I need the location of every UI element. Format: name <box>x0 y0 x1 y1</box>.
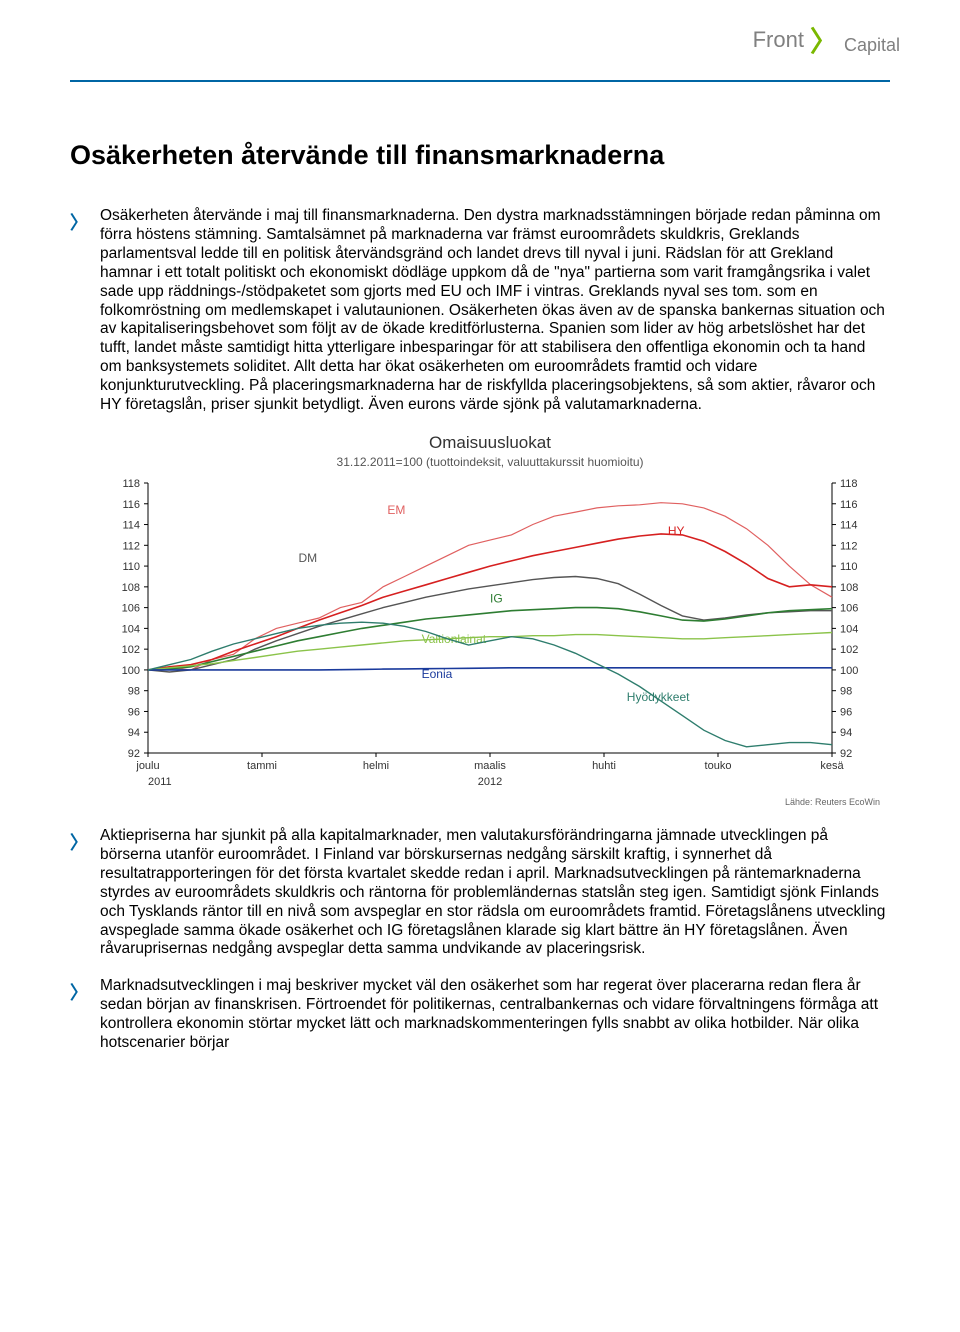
svg-text:kesä: kesä <box>820 760 844 772</box>
svg-text:116: 116 <box>122 499 140 511</box>
page-content: Osäkerheten återvände till finansmarknad… <box>70 140 890 1071</box>
svg-text:92: 92 <box>840 748 852 760</box>
paragraph-1: Osäkerheten återvände i maj till finansm… <box>100 207 890 415</box>
svg-text:huhti: huhti <box>592 760 616 772</box>
logo-arrow-icon: 〉 <box>810 20 838 60</box>
svg-text:helmi: helmi <box>363 760 389 772</box>
svg-text:100: 100 <box>840 665 858 677</box>
svg-text:106: 106 <box>840 603 858 615</box>
line-chart: 92 92 94 94 96 96 98 98 100 100 102 102 104 104 106 106… <box>100 475 880 795</box>
svg-text:Hyödykkeet: Hyödykkeet <box>627 690 690 704</box>
chart-subtitle: 31.12.2011=100 (tuottoindeksit, valuutta… <box>100 455 880 469</box>
svg-text:110: 110 <box>122 561 140 573</box>
svg-text:maalis: maalis <box>474 760 506 772</box>
svg-text:94: 94 <box>840 727 852 739</box>
logo-text-capital: Capital <box>844 35 900 56</box>
svg-text:104: 104 <box>840 623 858 635</box>
chart-source: Lähde: Reuters EcoWin <box>100 797 880 807</box>
svg-text:112: 112 <box>840 540 858 552</box>
svg-text:2011: 2011 <box>148 776 172 788</box>
svg-text:112: 112 <box>122 540 140 552</box>
svg-text:tammi: tammi <box>247 760 277 772</box>
svg-text:IG: IG <box>490 591 503 605</box>
svg-text:118: 118 <box>840 478 858 490</box>
bullet-3: Marknadsutvecklingen i maj beskriver myc… <box>70 977 890 1053</box>
svg-text:touko: touko <box>705 760 732 772</box>
svg-text:EM: EM <box>387 503 405 517</box>
chart-svg: 92 92 94 94 96 96 98 98 100 100 102 102 104 104 106 106… <box>100 475 880 795</box>
page-title: Osäkerheten återvände till finansmarknad… <box>70 140 890 171</box>
svg-text:116: 116 <box>840 499 858 511</box>
svg-text:96: 96 <box>128 706 140 718</box>
chart-title: Omaisuusluokat <box>100 433 880 453</box>
header-rule <box>70 80 890 82</box>
svg-text:94: 94 <box>128 727 140 739</box>
paragraph-2: Aktiepriserna har sjunkit på alla kapita… <box>100 827 890 959</box>
svg-text:106: 106 <box>122 603 140 615</box>
svg-text:Eonia: Eonia <box>422 667 453 681</box>
svg-text:108: 108 <box>840 582 858 594</box>
svg-text:102: 102 <box>122 644 140 656</box>
paragraph-3: Marknadsutvecklingen i maj beskriver myc… <box>100 977 890 1053</box>
svg-text:108: 108 <box>122 582 140 594</box>
logo: Front 〉 Capital <box>753 20 900 60</box>
svg-text:102: 102 <box>840 644 858 656</box>
svg-text:114: 114 <box>840 520 858 532</box>
svg-text:92: 92 <box>128 748 140 760</box>
logo-text-front: Front <box>753 27 804 53</box>
svg-text:HY: HY <box>668 524 685 538</box>
svg-text:joulu: joulu <box>135 760 159 772</box>
chart-container: Omaisuusluokat 31.12.2011=100 (tuottoind… <box>100 433 880 807</box>
bullet-2: Aktiepriserna har sjunkit på alla kapita… <box>70 827 890 959</box>
svg-text:DM: DM <box>298 551 317 565</box>
svg-text:104: 104 <box>122 623 140 635</box>
bullet-1: Osäkerheten återvände i maj till finansm… <box>70 207 890 415</box>
svg-text:98: 98 <box>840 686 852 698</box>
svg-text:110: 110 <box>840 561 858 573</box>
svg-text:96: 96 <box>840 706 852 718</box>
svg-text:114: 114 <box>122 520 140 532</box>
svg-text:100: 100 <box>122 665 140 677</box>
svg-text:118: 118 <box>122 478 140 490</box>
svg-text:2012: 2012 <box>478 776 502 788</box>
svg-text:98: 98 <box>128 686 140 698</box>
